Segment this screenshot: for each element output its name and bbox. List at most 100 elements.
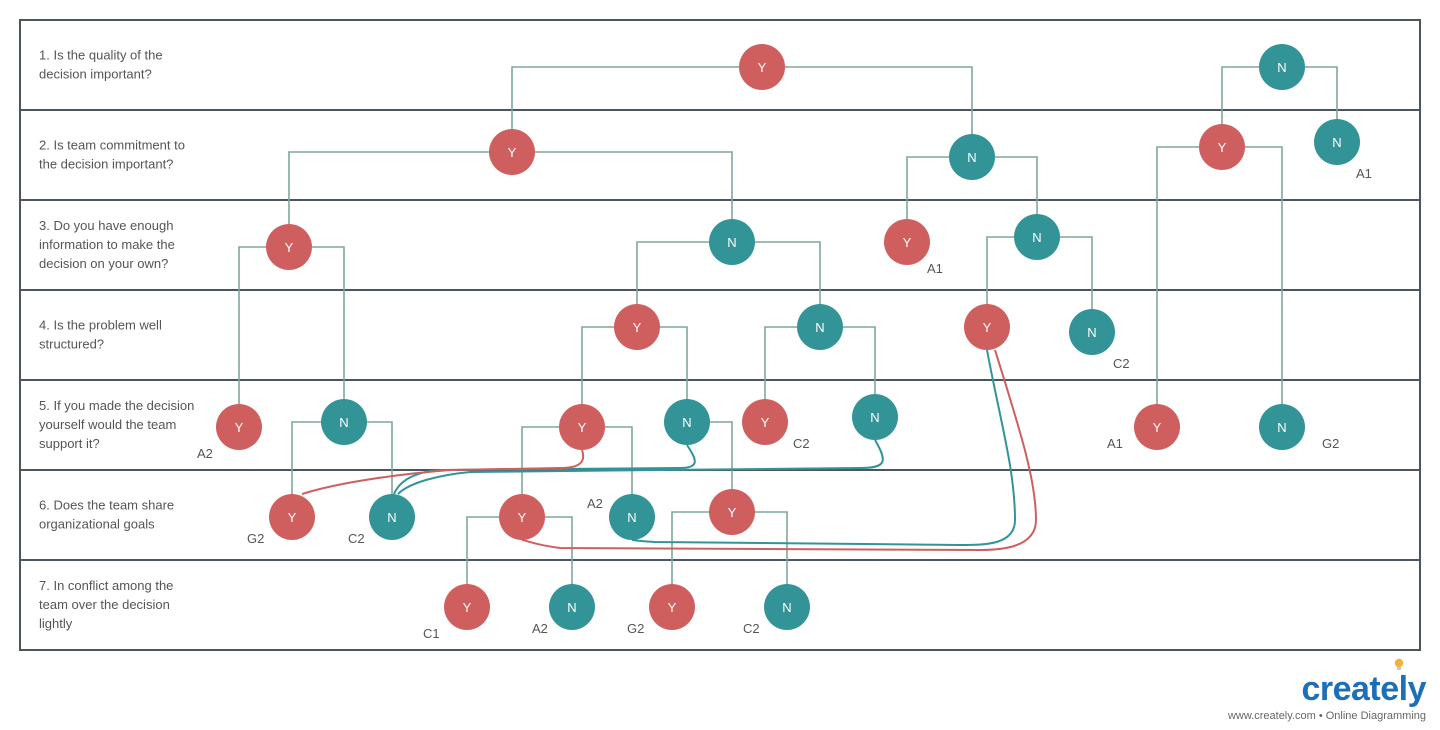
tree-connector [636,241,709,304]
no-node[interactable]: N [797,304,843,350]
outcome-label: A1 [927,261,943,276]
node-label: N [1332,135,1341,150]
tree-connector [535,151,733,219]
no-node[interactable]: N [1014,214,1060,260]
tree-connector [1060,236,1093,309]
outcome-labels: A1 A1 C2 A2 C2 A1 G2 G2 C2 A2 C1 A2 G2 C2 [197,166,1372,641]
yes-node[interactable]: Y [649,584,695,630]
question-text: the decision important? [39,157,173,172]
question-rows: 1. Is the quality of the decision importa… [19,19,1421,651]
yes-node[interactable]: Y [266,224,312,270]
node-label: Y [668,600,677,615]
no-node[interactable]: N [764,584,810,630]
tree-connector [785,66,973,134]
question-text: 1. Is the quality of the [39,48,163,63]
node-circle [964,304,1010,350]
tree-connector [1156,146,1199,404]
tree-connector [511,66,739,129]
yes-node[interactable]: Y [739,44,785,90]
no-node[interactable]: N [1259,44,1305,90]
node-circle [549,584,595,630]
tree-connector [710,421,733,489]
question-row: 1. Is the quality of the decision importa… [19,19,1421,111]
no-node[interactable]: N [664,399,710,445]
node-label: N [782,600,791,615]
outcome-label: C2 [793,436,810,451]
question-text: structured? [39,337,104,352]
no-node[interactable]: N [549,584,595,630]
connector-lines [238,66,1338,584]
node-label: Y [518,510,527,525]
outcome-label: A2 [197,446,213,461]
node-label: Y [983,320,992,335]
node-label: Y [235,420,244,435]
tree-connector [986,236,1014,304]
yes-node[interactable]: Y [216,404,262,450]
tree-connector [671,511,709,584]
question-text: lightly [39,616,73,631]
node-label: N [627,510,636,525]
tree-connector [906,156,949,219]
question-text: yourself would the team [39,417,176,432]
brand-tagline: www.creately.com • Online Diagramming [1227,710,1426,722]
yes-node[interactable]: Y [1199,124,1245,170]
outcome-label: A1 [1107,436,1123,451]
yes-node[interactable]: Y [489,129,535,175]
node-label: N [567,600,576,615]
outcome-label: G2 [1322,436,1339,451]
question-text: 3. Do you have enough [39,218,173,233]
node-label: N [682,415,691,430]
no-node[interactable]: N [321,399,367,445]
no-node[interactable]: N [1259,404,1305,450]
tree-connector [367,421,393,494]
node-circle [1134,404,1180,450]
no-node[interactable]: N [949,134,995,180]
node-label: N [1032,230,1041,245]
node-label: Y [903,235,912,250]
yes-node[interactable]: Y [614,304,660,350]
node-circle [321,399,367,445]
question-text: 6. Does the team share [39,498,174,513]
node-circle [1014,214,1060,260]
no-node[interactable]: N [369,494,415,540]
question-text: 4. Is the problem well [39,318,162,333]
yes-node[interactable]: Y [884,219,930,265]
node-circle [709,219,755,265]
no-node[interactable]: N [709,219,755,265]
row-border [19,559,1421,651]
node-circle [739,44,785,90]
yes-node[interactable]: Y [269,494,315,540]
no-node[interactable]: N [1314,119,1360,165]
yes-node[interactable]: Y [499,494,545,540]
no-node[interactable]: N [1069,309,1115,355]
node-circle [884,219,930,265]
no-node[interactable]: N [852,394,898,440]
yes-node[interactable]: Y [559,404,605,450]
question-text: support it? [39,436,100,451]
question-text: 7. In conflict among the [39,578,173,593]
node-label: Y [285,240,294,255]
question-text: team over the decision [39,597,170,612]
creately-logo[interactable]: creately [1301,658,1426,706]
yes-node[interactable]: Y [709,489,755,535]
no-node[interactable]: N [609,494,655,540]
node-label: Y [1218,140,1227,155]
lightbulb-icon [1394,658,1404,670]
node-label: N [387,510,396,525]
question-row: 4. Is the problem well structured? [19,289,1421,381]
node-circle [216,404,262,450]
question-row: 7. In conflict among the team over the de… [19,559,1421,651]
outcome-label: C2 [743,621,760,636]
yes-node[interactable]: Y [1134,404,1180,450]
yes-node[interactable]: Y [964,304,1010,350]
yes-node[interactable]: Y [444,584,490,630]
node-label: N [870,410,879,425]
row-border [19,289,1421,381]
tree-connector [764,326,797,399]
tree-connector [843,326,876,394]
yes-node[interactable]: Y [742,399,788,445]
outcome-label: A2 [532,621,548,636]
node-circle [559,404,605,450]
outcome-label: G2 [627,621,644,636]
node-circle [369,494,415,540]
